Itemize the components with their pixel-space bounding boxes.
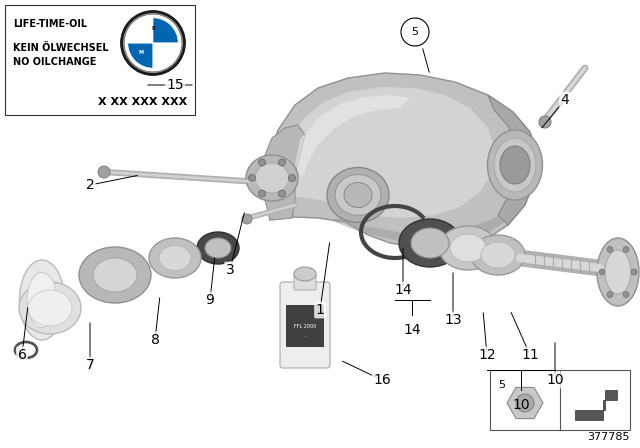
Circle shape xyxy=(516,394,534,412)
Ellipse shape xyxy=(335,175,381,215)
Text: 5: 5 xyxy=(498,380,505,390)
Text: 14: 14 xyxy=(403,323,421,337)
Text: ___: ___ xyxy=(302,333,308,337)
Polygon shape xyxy=(282,87,495,218)
Ellipse shape xyxy=(27,272,57,327)
Text: 2: 2 xyxy=(86,178,94,192)
Wedge shape xyxy=(128,18,153,43)
Text: 14: 14 xyxy=(394,283,412,297)
Text: LIFE-TIME-OIL: LIFE-TIME-OIL xyxy=(13,19,87,29)
Text: 12: 12 xyxy=(478,348,496,362)
Circle shape xyxy=(623,292,629,297)
Text: 4: 4 xyxy=(561,93,570,107)
Text: NO OILCHANGE: NO OILCHANGE xyxy=(13,57,97,67)
Text: 3: 3 xyxy=(226,263,234,277)
Circle shape xyxy=(539,116,551,128)
Circle shape xyxy=(242,214,252,224)
Ellipse shape xyxy=(246,155,298,201)
Circle shape xyxy=(401,18,429,46)
Text: 8: 8 xyxy=(150,333,159,347)
Text: B: B xyxy=(151,26,155,31)
Text: 16: 16 xyxy=(373,373,391,387)
Text: 1: 1 xyxy=(316,303,324,317)
Polygon shape xyxy=(265,73,538,248)
Circle shape xyxy=(289,175,296,181)
Bar xyxy=(5,5,195,115)
Polygon shape xyxy=(488,95,538,225)
Text: KEIN ÖLWECHSEL: KEIN ÖLWECHSEL xyxy=(13,43,109,53)
Ellipse shape xyxy=(344,182,372,207)
Ellipse shape xyxy=(19,282,81,334)
Circle shape xyxy=(125,15,181,71)
Circle shape xyxy=(607,292,613,297)
Ellipse shape xyxy=(205,238,231,258)
Circle shape xyxy=(121,11,185,75)
Ellipse shape xyxy=(197,232,239,264)
Ellipse shape xyxy=(481,242,515,268)
Ellipse shape xyxy=(79,247,151,303)
Ellipse shape xyxy=(19,260,65,340)
Ellipse shape xyxy=(399,219,461,267)
Text: 13: 13 xyxy=(444,313,462,327)
Text: 9: 9 xyxy=(205,293,214,307)
Text: 6: 6 xyxy=(17,348,26,362)
Circle shape xyxy=(599,269,605,275)
Ellipse shape xyxy=(294,267,316,281)
Text: 10: 10 xyxy=(512,398,530,412)
Ellipse shape xyxy=(494,138,536,192)
Bar xyxy=(286,305,324,347)
Text: M: M xyxy=(139,50,144,55)
Ellipse shape xyxy=(597,238,639,306)
Circle shape xyxy=(278,159,285,166)
Polygon shape xyxy=(262,125,305,220)
Circle shape xyxy=(259,159,266,166)
Ellipse shape xyxy=(93,258,137,292)
Ellipse shape xyxy=(450,234,486,262)
Ellipse shape xyxy=(159,246,191,271)
Text: 5: 5 xyxy=(412,27,419,37)
Ellipse shape xyxy=(327,168,389,223)
Polygon shape xyxy=(330,200,525,244)
Text: W: W xyxy=(162,50,168,55)
Wedge shape xyxy=(153,43,178,68)
Text: 10: 10 xyxy=(546,373,564,387)
Text: X XX XXX XXX: X XX XXX XXX xyxy=(98,97,187,107)
Text: 7: 7 xyxy=(86,358,94,372)
Circle shape xyxy=(623,246,629,253)
Circle shape xyxy=(259,190,266,197)
Wedge shape xyxy=(153,18,178,43)
Ellipse shape xyxy=(439,226,497,270)
Circle shape xyxy=(607,246,613,253)
Text: 377785: 377785 xyxy=(588,432,630,442)
Polygon shape xyxy=(295,95,410,178)
Ellipse shape xyxy=(605,250,631,294)
Bar xyxy=(490,370,630,430)
Circle shape xyxy=(278,190,285,197)
Ellipse shape xyxy=(28,290,72,326)
Circle shape xyxy=(98,166,110,178)
Ellipse shape xyxy=(488,130,543,200)
Text: 11: 11 xyxy=(521,348,539,362)
Ellipse shape xyxy=(411,228,449,258)
Text: 15: 15 xyxy=(166,78,184,92)
FancyBboxPatch shape xyxy=(280,282,330,368)
Ellipse shape xyxy=(500,146,530,184)
Circle shape xyxy=(248,175,255,181)
Text: FFL 2000: FFL 2000 xyxy=(294,323,316,328)
Ellipse shape xyxy=(149,238,201,278)
Ellipse shape xyxy=(255,163,289,193)
Circle shape xyxy=(631,269,637,275)
Polygon shape xyxy=(575,390,617,420)
Wedge shape xyxy=(128,43,153,68)
FancyBboxPatch shape xyxy=(294,274,316,290)
Ellipse shape xyxy=(471,235,525,275)
